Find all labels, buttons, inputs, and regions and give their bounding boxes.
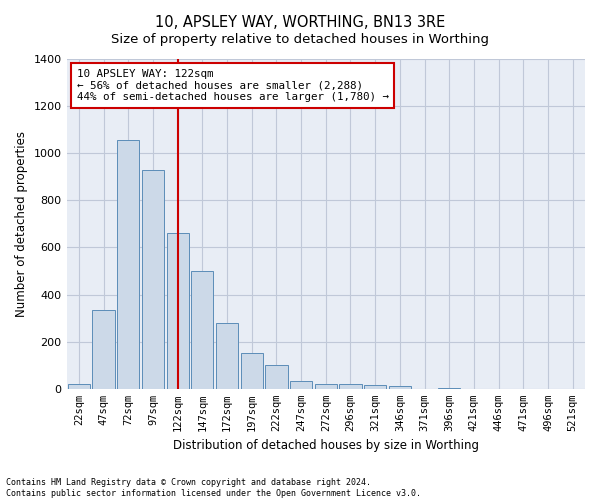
Bar	[191, 271, 214, 389]
Bar	[68, 384, 90, 389]
Bar	[340, 384, 362, 389]
Text: 10 APSLEY WAY: 122sqm
← 56% of detached houses are smaller (2,288)
44% of semi-d: 10 APSLEY WAY: 122sqm ← 56% of detached …	[77, 69, 389, 102]
Bar	[314, 384, 337, 389]
Bar	[216, 323, 238, 389]
Bar	[364, 386, 386, 389]
Y-axis label: Number of detached properties: Number of detached properties	[15, 131, 28, 317]
Bar	[389, 386, 411, 389]
Bar	[92, 310, 115, 389]
X-axis label: Distribution of detached houses by size in Worthing: Distribution of detached houses by size …	[173, 440, 479, 452]
Bar	[438, 388, 460, 389]
Bar	[265, 365, 287, 389]
Text: Size of property relative to detached houses in Worthing: Size of property relative to detached ho…	[111, 32, 489, 46]
Bar	[117, 140, 139, 389]
Text: Contains HM Land Registry data © Crown copyright and database right 2024.
Contai: Contains HM Land Registry data © Crown c…	[6, 478, 421, 498]
Text: 10, APSLEY WAY, WORTHING, BN13 3RE: 10, APSLEY WAY, WORTHING, BN13 3RE	[155, 15, 445, 30]
Bar	[241, 354, 263, 389]
Bar	[167, 234, 189, 389]
Bar	[290, 380, 312, 389]
Bar	[142, 170, 164, 389]
